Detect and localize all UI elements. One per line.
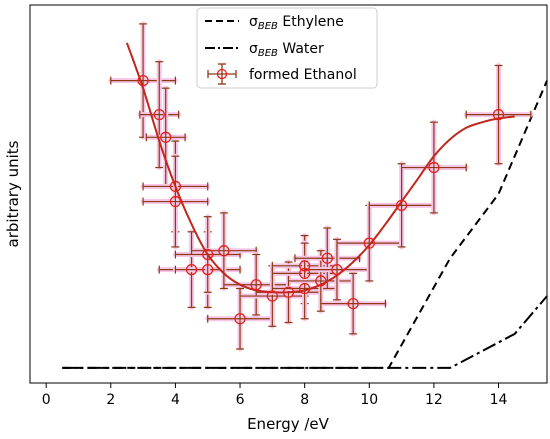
legend-label-ethylene: σBEB Ethylene <box>249 14 344 32</box>
data-point-20 <box>363 237 375 249</box>
plot-frame <box>29 4 548 384</box>
errorbar-2 <box>143 85 188 189</box>
data-point-2 <box>160 131 172 143</box>
data-point-3 <box>169 180 182 193</box>
data-point-10 <box>250 279 262 291</box>
errorbar-8 <box>189 210 259 291</box>
data-point-15 <box>299 282 311 295</box>
data-point-12 <box>282 286 295 298</box>
errorbar-4 <box>140 153 211 250</box>
x-tick-label: 14 <box>490 392 508 408</box>
data-point-7 <box>202 248 214 261</box>
x-tick-label: 2 <box>106 392 115 408</box>
data-point-11 <box>266 290 278 302</box>
data-point-21 <box>395 199 408 211</box>
data-point-19 <box>347 297 359 310</box>
errorbar-1 <box>137 59 182 171</box>
data-point-14 <box>299 267 311 280</box>
legend-box <box>196 7 378 89</box>
data-point-16 <box>315 275 327 287</box>
marker-layer <box>137 74 505 325</box>
data-point-23 <box>492 108 505 121</box>
errorbar-17 <box>292 225 363 291</box>
data-point-18 <box>331 263 343 276</box>
errorbar-22 <box>399 119 469 216</box>
series-layer <box>62 80 548 369</box>
x-tick-label: 12 <box>425 392 443 408</box>
errorbar-19 <box>318 270 388 337</box>
legend-label-water: σBEB Water <box>249 41 324 59</box>
data-point-9 <box>234 313 246 325</box>
legend: σBEB Ethylene σBEB Water formed Ethanol <box>196 7 378 89</box>
x-tick-label: 6 <box>236 392 245 408</box>
x-axis-ticks: 0 2 4 6 8 10 12 14 <box>42 383 508 408</box>
series-line-1 <box>62 295 548 369</box>
errorbar-21 <box>366 161 437 250</box>
data-point-4 <box>169 195 182 208</box>
data-point-0 <box>137 74 149 87</box>
errorbar-23 <box>463 62 534 167</box>
data-point-1 <box>153 108 165 121</box>
x-axis-label: Energy /eV <box>247 415 330 433</box>
x-tick-label: 8 <box>300 392 309 408</box>
series-line-0 <box>62 80 548 369</box>
errorbar-0 <box>108 21 178 140</box>
fit-curve <box>125 42 515 294</box>
data-point-22 <box>428 161 440 174</box>
data-point-5 <box>185 263 198 276</box>
data-point-17 <box>321 252 333 264</box>
data-point-6 <box>202 263 214 276</box>
data-point-13 <box>299 260 311 272</box>
data-point-8 <box>218 245 230 257</box>
errorbar-10 <box>221 251 291 318</box>
x-tick-label: 0 <box>42 392 51 408</box>
fit-layer <box>125 42 515 294</box>
errorbar-18 <box>302 236 372 303</box>
legend-handle-ethanol <box>207 63 237 85</box>
x-tick-label: 4 <box>171 392 180 408</box>
errorbar-layer <box>108 21 534 352</box>
legend-label-ethanol: formed Ethanol <box>249 67 357 83</box>
x-tick-label: 10 <box>360 392 378 408</box>
y-axis-label: arbitrary units <box>4 140 22 247</box>
